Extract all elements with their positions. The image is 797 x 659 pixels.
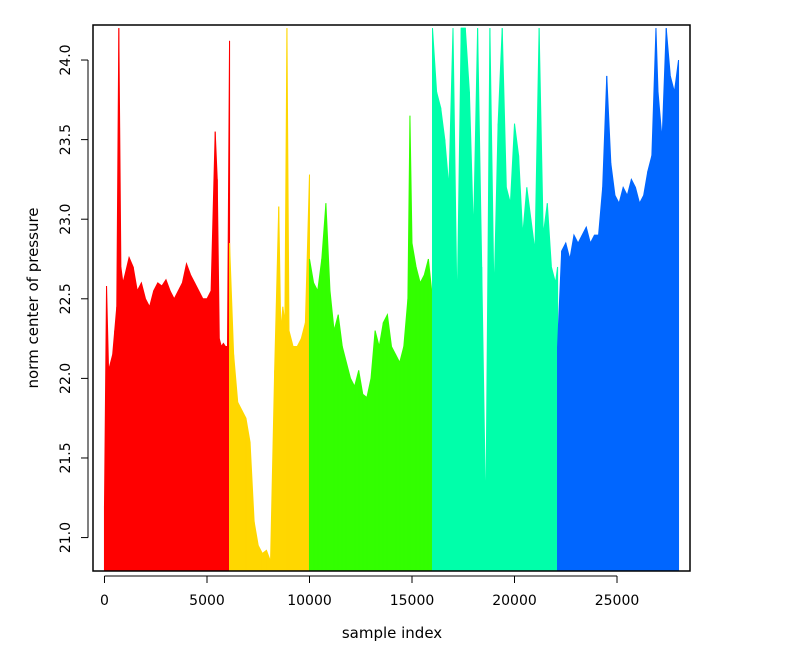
segment-5 <box>557 28 680 572</box>
x-tick-label: 10000 <box>287 593 332 609</box>
y-tick-label: 23.5 <box>58 124 74 155</box>
x-tick-label: 0 <box>100 593 109 609</box>
x-axis: 0 5000 10000 15000 20000 25000 <box>100 575 640 609</box>
segment-2 <box>229 28 310 572</box>
x-tick-label: 25000 <box>595 593 640 609</box>
y-tick-label: 21.0 <box>58 522 74 553</box>
plot-frame <box>92 24 691 572</box>
y-axis: 21.0 21.5 22.0 22.5 23.0 23.5 24.0 <box>58 44 89 553</box>
x-tick-label: 20000 <box>492 593 537 609</box>
y-tick-label: 23.0 <box>58 204 74 235</box>
x-tick-label: 5000 <box>189 593 225 609</box>
x-axis-title: sample index <box>342 624 442 642</box>
x-tick-label: 15000 <box>390 593 435 609</box>
y-axis-title: norm center of pressure <box>24 207 42 388</box>
chart-bars <box>103 27 680 572</box>
y-tick-label: 22.5 <box>58 283 74 314</box>
y-tick-label: 22.0 <box>58 363 74 394</box>
y-tick-label: 24.0 <box>58 44 74 75</box>
y-tick-label: 21.5 <box>58 442 74 473</box>
